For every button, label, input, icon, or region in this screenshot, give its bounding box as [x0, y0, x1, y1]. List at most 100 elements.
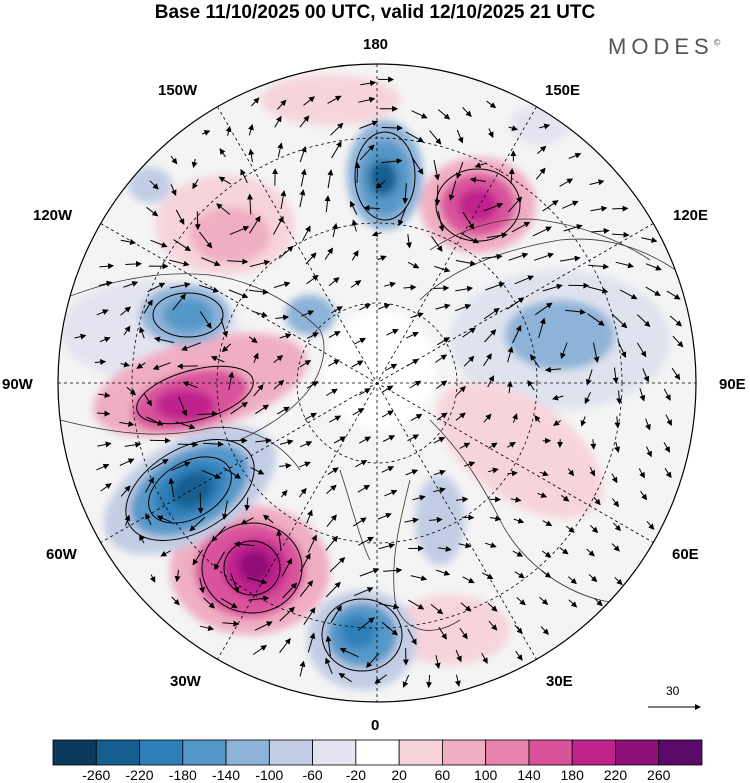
wind-vector	[219, 148, 226, 158]
wind-vector	[304, 412, 317, 420]
wind-vector	[227, 258, 249, 265]
wind-vector	[590, 205, 608, 212]
wind-vector	[149, 180, 159, 190]
lon-label-150e: 150E	[545, 82, 581, 99]
wind-vector	[97, 441, 112, 448]
wind-vector	[455, 649, 462, 663]
colorbar-tick-label: -180	[168, 767, 197, 783]
wind-vector	[484, 329, 497, 343]
wind-vector	[273, 281, 291, 288]
wind-vector	[328, 331, 341, 338]
wind-vector	[328, 277, 340, 287]
wind-vector	[511, 221, 531, 233]
wind-vector	[530, 354, 540, 368]
wind-vector	[462, 576, 475, 584]
wind-vector	[172, 293, 186, 311]
wind-vector	[377, 512, 392, 520]
wind-vector	[455, 496, 469, 503]
wind-vector	[646, 520, 655, 530]
wind-vector	[663, 441, 670, 453]
wind-vector	[279, 462, 292, 469]
colorbar-swatch	[52, 739, 97, 766]
wind-vector	[156, 515, 172, 523]
colorbar-tick-label: 180	[560, 767, 584, 783]
colorbar	[52, 739, 703, 766]
colorbar-tick-label: -220	[125, 767, 154, 783]
wind-vector	[485, 542, 497, 548]
colorbar-swatch	[441, 739, 487, 766]
wind-vector	[410, 413, 423, 422]
wind-vector	[229, 225, 250, 235]
wind-vector	[433, 487, 446, 493]
lon-label-90w: 90W	[2, 376, 33, 393]
wind-vector	[201, 469, 222, 479]
wind-vector	[120, 306, 131, 316]
wind-vector	[640, 490, 648, 501]
wind-vector	[434, 265, 451, 273]
wind-vector	[407, 434, 420, 442]
wind-vector	[584, 391, 591, 405]
wind-vector	[402, 674, 410, 688]
wind-vector	[402, 183, 409, 205]
wind-vector	[249, 259, 271, 267]
wind-vector	[143, 393, 152, 407]
wind-vector	[487, 375, 494, 388]
wind-vector	[532, 226, 552, 237]
wind-vector	[170, 155, 178, 165]
wind-vector	[123, 325, 131, 336]
wind-vector	[541, 550, 552, 558]
wind-vector	[514, 571, 525, 579]
wind-vector	[435, 303, 451, 310]
wind-vector	[560, 342, 568, 360]
wind-vector	[586, 548, 595, 557]
wind-vector	[589, 466, 595, 477]
wind-vector	[273, 355, 284, 363]
wind-vector	[332, 222, 338, 238]
wind-vector	[160, 550, 171, 557]
wind-vector	[669, 315, 683, 327]
wind-vector	[430, 235, 443, 252]
wind-vector	[487, 467, 499, 474]
colorbar-swatch	[615, 739, 660, 766]
wind-vector	[331, 306, 343, 314]
wind-vector	[327, 169, 334, 189]
wind-vector	[139, 534, 145, 544]
colorbar-swatch	[225, 739, 270, 766]
wind-vector	[280, 489, 288, 498]
wind-vector	[331, 141, 342, 159]
wind-vector	[434, 655, 441, 669]
wind-vector	[429, 130, 442, 145]
wind-vector	[233, 541, 255, 548]
wind-vector	[438, 626, 447, 640]
wind-vector	[611, 543, 620, 552]
wind-vector	[535, 302, 553, 316]
wind-vector	[384, 281, 397, 288]
wind-vector	[462, 211, 475, 230]
wind-vector	[249, 336, 258, 344]
wind-vector	[250, 467, 265, 475]
wind-vector	[359, 303, 371, 311]
wind-vector	[663, 388, 671, 401]
colorbar-tick-label: 60	[434, 767, 451, 783]
wind-vector	[282, 582, 298, 599]
wind-vector	[225, 125, 232, 136]
wind-vector	[262, 514, 274, 524]
wind-vector	[307, 534, 317, 553]
wind-vector	[305, 252, 317, 265]
wind-vector	[325, 635, 332, 657]
wind-vector	[98, 280, 113, 287]
wind-vector	[300, 168, 307, 187]
wind-vector	[455, 285, 474, 292]
wind-vector	[214, 551, 225, 571]
wind-vector	[199, 284, 220, 293]
colorbar-swatch	[312, 739, 357, 766]
wind-vector	[615, 261, 634, 269]
wind-vector	[404, 517, 419, 524]
wind-vector	[567, 576, 577, 585]
wind-vector	[327, 467, 339, 476]
wind-vector	[301, 310, 315, 317]
wind-vector	[375, 180, 386, 189]
wind-vector	[275, 314, 290, 321]
wind-vector	[353, 587, 374, 597]
